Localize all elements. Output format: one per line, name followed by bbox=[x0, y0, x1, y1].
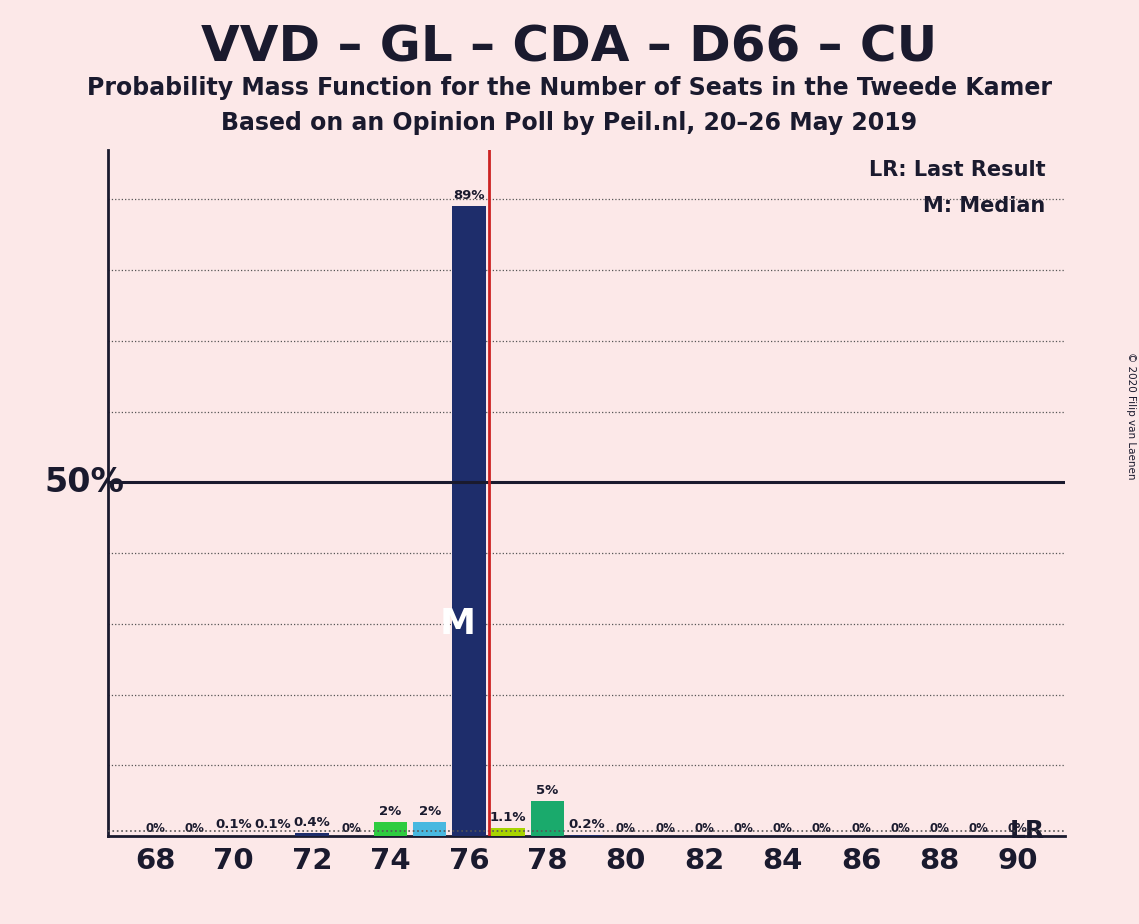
Text: M: M bbox=[440, 607, 475, 641]
Text: 0%: 0% bbox=[734, 821, 753, 834]
Text: 0%: 0% bbox=[812, 821, 831, 834]
Text: LR: Last Result: LR: Last Result bbox=[869, 160, 1046, 180]
Text: 89%: 89% bbox=[453, 189, 485, 202]
Bar bbox=[374, 822, 408, 836]
Text: 50%: 50% bbox=[44, 466, 124, 499]
Text: 0%: 0% bbox=[1008, 821, 1027, 834]
Text: VVD – GL – CDA – D66 – CU: VVD – GL – CDA – D66 – CU bbox=[202, 23, 937, 71]
Text: 0%: 0% bbox=[851, 821, 871, 834]
Text: 5%: 5% bbox=[536, 784, 558, 796]
Text: 0%: 0% bbox=[891, 821, 910, 834]
Text: 0%: 0% bbox=[772, 821, 793, 834]
Text: 1.1%: 1.1% bbox=[490, 811, 526, 824]
Text: © 2020 Filip van Laenen: © 2020 Filip van Laenen bbox=[1126, 352, 1136, 480]
Text: Based on an Opinion Poll by Peil.nl, 20–26 May 2019: Based on an Opinion Poll by Peil.nl, 20–… bbox=[221, 111, 918, 135]
Text: 0%: 0% bbox=[616, 821, 636, 834]
Text: M: Median: M: Median bbox=[923, 196, 1046, 215]
Text: 2%: 2% bbox=[379, 805, 402, 818]
Text: 2%: 2% bbox=[419, 805, 441, 818]
Bar bbox=[531, 801, 564, 836]
Text: 0%: 0% bbox=[146, 821, 165, 834]
Text: 0.1%: 0.1% bbox=[255, 819, 292, 832]
Bar bbox=[452, 206, 485, 836]
Text: 0.2%: 0.2% bbox=[568, 818, 605, 831]
Text: 0%: 0% bbox=[342, 821, 361, 834]
Text: 0%: 0% bbox=[655, 821, 675, 834]
Text: 0%: 0% bbox=[929, 821, 950, 834]
Text: 0%: 0% bbox=[969, 821, 989, 834]
Bar bbox=[295, 833, 329, 836]
Text: Probability Mass Function for the Number of Seats in the Tweede Kamer: Probability Mass Function for the Number… bbox=[87, 76, 1052, 100]
Text: 0%: 0% bbox=[185, 821, 204, 834]
Text: LR: LR bbox=[1010, 819, 1046, 843]
Text: 0.4%: 0.4% bbox=[294, 816, 330, 829]
Text: 0%: 0% bbox=[695, 821, 714, 834]
Bar bbox=[492, 829, 525, 836]
Bar bbox=[413, 822, 446, 836]
Bar bbox=[570, 834, 604, 836]
Text: 0.1%: 0.1% bbox=[215, 819, 252, 832]
